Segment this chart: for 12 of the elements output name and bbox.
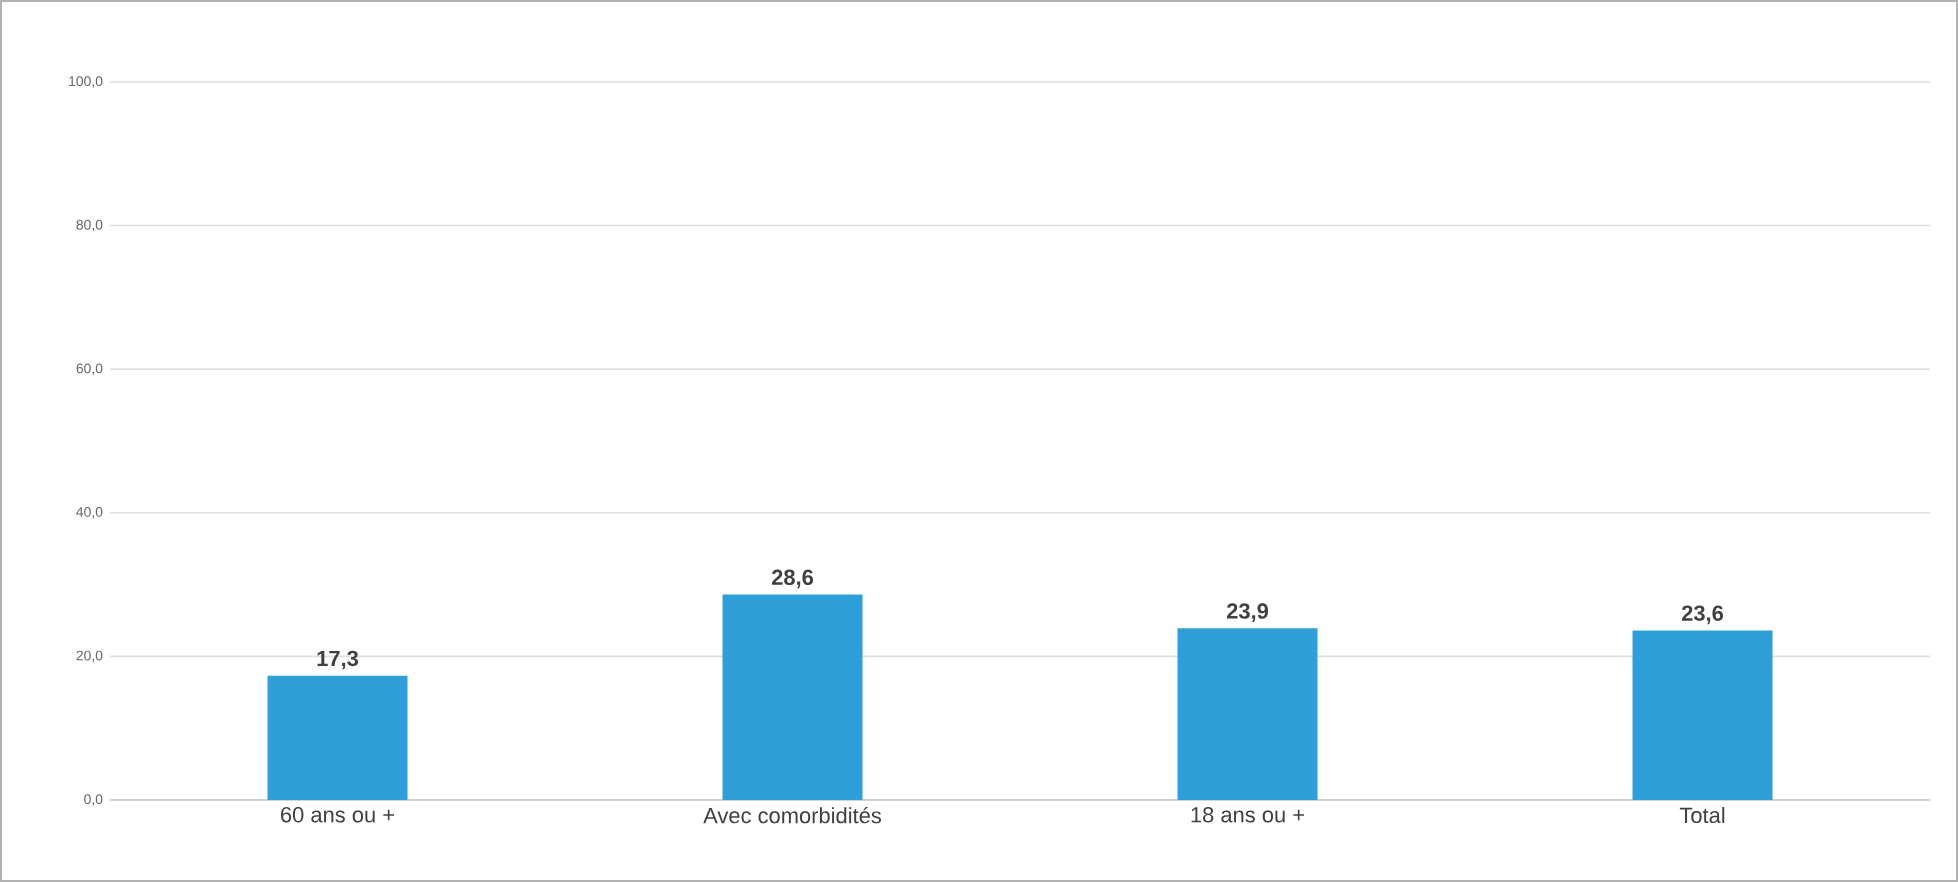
bar	[1177, 628, 1318, 800]
data-label: 28,6	[771, 569, 814, 589]
bar	[1632, 630, 1773, 800]
x-tick-label: 60 ans ou +	[281, 807, 394, 823]
data-label: 23,6	[1681, 605, 1724, 625]
x-tick-label: Avec comorbidités	[703, 807, 882, 824]
bar	[267, 675, 408, 800]
x-tick-label: Total	[1679, 807, 1725, 824]
x-tick-label: 18 ans ou +	[1191, 807, 1304, 823]
data-label: 23,9	[1226, 603, 1269, 622]
data-label: 17,3	[317, 650, 359, 670]
bar	[722, 594, 863, 800]
